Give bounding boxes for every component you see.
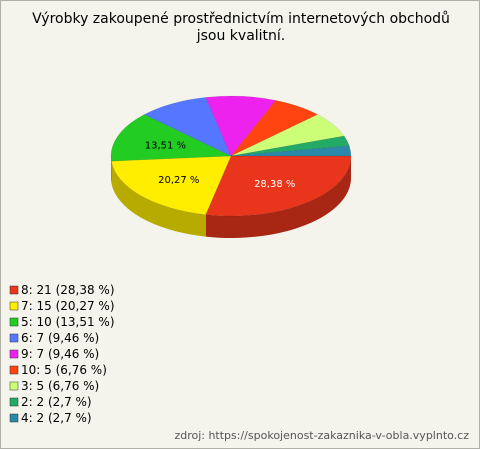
data-label: 28,38 % [254,179,295,190]
legend-swatch [9,333,19,343]
legend-swatch [9,413,19,423]
slice-side [205,156,351,239]
legend-swatch [9,285,19,295]
chart-title: Výrobky zakoupené prostřednictvím intern… [32,11,450,44]
slice [110,114,232,162]
legend-swatch [9,301,19,311]
slice [143,97,232,157]
slice [230,135,350,157]
source: zdroj: https://spokojenost-zakaznika-v-o… [174,429,469,442]
slice [230,114,345,157]
legend-label: 8: 21 (28,38 %) [21,283,115,297]
legend-swatch [9,365,19,375]
legend-label: 2: 2 (2,7 %) [21,395,92,409]
legend-swatch [9,397,19,407]
legend-label: 5: 10 (13,51 %) [21,315,115,329]
slice-side [111,161,206,237]
legend-label: 4: 2 (2,7 %) [21,411,92,425]
slice [230,145,352,157]
slice [230,100,319,157]
data-label: 20,27 % [158,175,199,186]
legend-label: 7: 15 (20,27 %) [21,299,115,313]
legend-label: 6: 7 (9,46 %) [21,331,99,345]
legend-label: 10: 5 (6,76 %) [21,363,107,377]
legend-swatch [9,317,19,327]
legend-swatch [9,349,19,359]
legend-label: 3: 5 (6,76 %) [21,379,99,393]
legend-swatch [9,381,19,391]
data-label: 13,51 % [145,140,186,151]
slice [205,95,277,157]
slice [111,155,232,215]
slice [205,155,352,217]
legend-label: 9: 7 (9,46 %) [21,347,99,361]
